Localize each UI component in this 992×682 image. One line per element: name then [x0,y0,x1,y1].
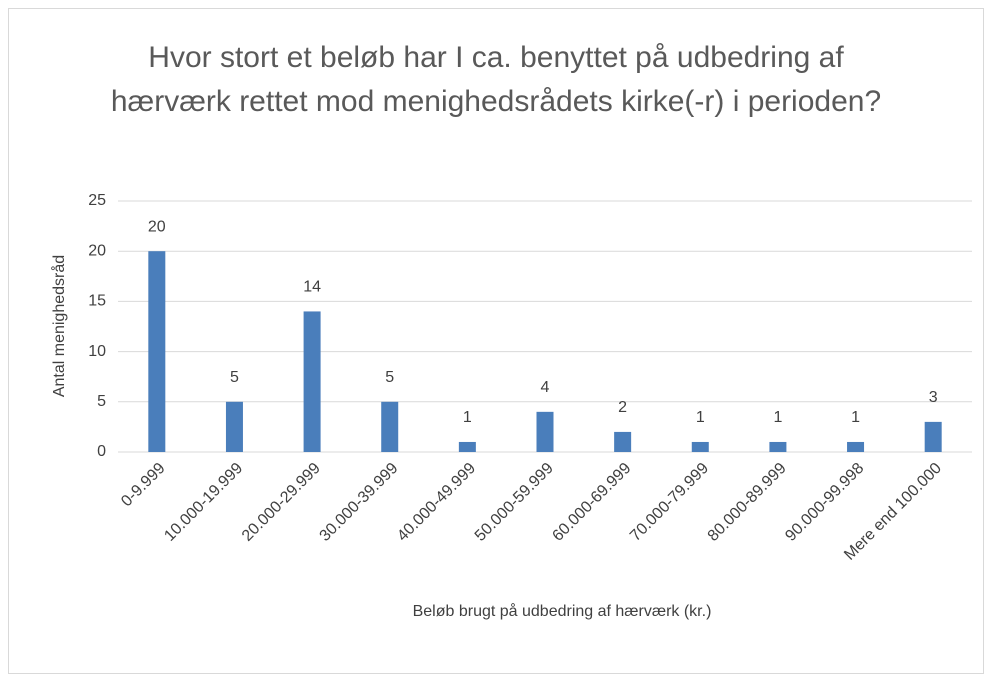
y-tick-label: 25 [88,192,106,209]
chart-border [8,8,984,674]
x-axis-title: Beløb brugt på udbedring af hærværk (kr.… [413,602,712,620]
data-label: 4 [541,379,550,396]
data-label: 2 [618,399,627,416]
data-label: 1 [851,409,860,426]
bar [381,401,399,452]
bar [769,441,787,452]
y-axis-title: Antal menighedsråd [50,255,68,397]
data-label: 1 [463,409,472,426]
bar [148,251,166,452]
data-label: 1 [773,409,782,426]
bar [458,441,476,452]
y-tick-label: 10 [88,343,106,360]
bar [303,311,321,452]
data-label: 5 [230,369,239,386]
data-label: 3 [929,389,938,406]
y-tick-label: 0 [97,443,106,460]
data-label: 1 [696,409,705,426]
bar [847,441,865,452]
chart-title: Hvor stort et beløb har I ca. benyttet p… [110,41,882,118]
y-tick-label: 5 [97,393,106,410]
data-label: 5 [385,369,394,386]
bar [691,441,709,452]
y-tick-label: 20 [88,242,106,259]
data-label: 14 [303,279,321,296]
bar [614,431,632,452]
data-label: 20 [148,218,166,235]
bar [225,401,243,452]
bar [924,421,942,452]
y-tick-label: 15 [88,293,106,310]
bar [536,411,554,452]
